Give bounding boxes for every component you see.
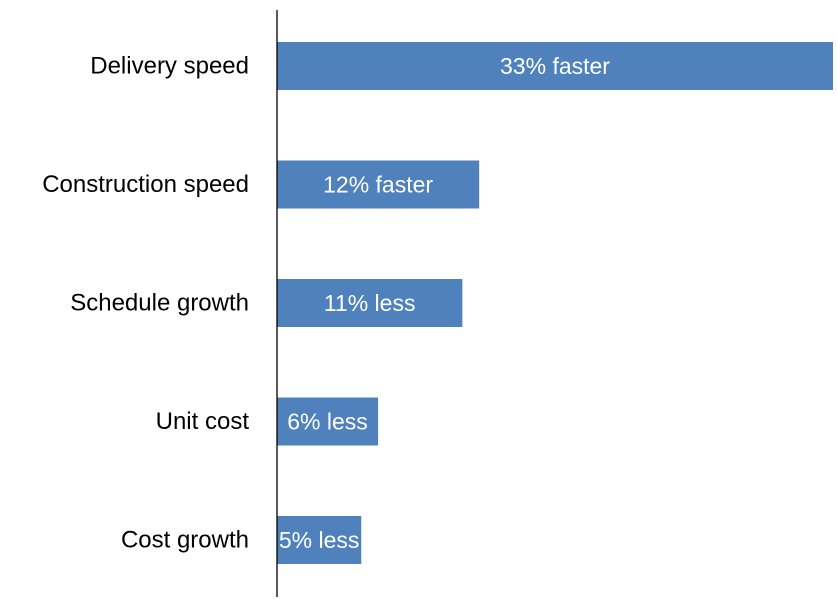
category-label-cost-growth: Cost growth: [121, 527, 249, 554]
bar-construction-speed: [277, 160, 480, 209]
bar-cost-growth: [277, 516, 362, 564]
bars-group: [277, 42, 833, 564]
bar-unit-cost: [277, 397, 379, 446]
category-label-delivery-speed: Delivery speed: [90, 53, 249, 80]
bar-delivery-speed: [277, 42, 833, 90]
bar-schedule-growth: [277, 279, 463, 327]
data-label-schedule-growth: 11% less: [324, 290, 416, 316]
data-label-delivery-speed: 33% faster: [500, 53, 610, 79]
category-label-unit-cost: Unit cost: [156, 408, 250, 435]
data-labels-group: 33% faster 12% faster 11% less 6% less 5% le…: [279, 53, 610, 553]
data-label-cost-growth: 5% less: [279, 527, 360, 553]
category-label-construction-speed: Construction speed: [42, 171, 249, 198]
category-label-schedule-growth: Schedule growth: [70, 290, 249, 317]
category-labels-group: Delivery speed Construction speed Schedule…: [42, 53, 249, 554]
data-label-unit-cost: 6% less: [287, 409, 368, 435]
data-label-construction-speed: 12% faster: [323, 172, 433, 198]
